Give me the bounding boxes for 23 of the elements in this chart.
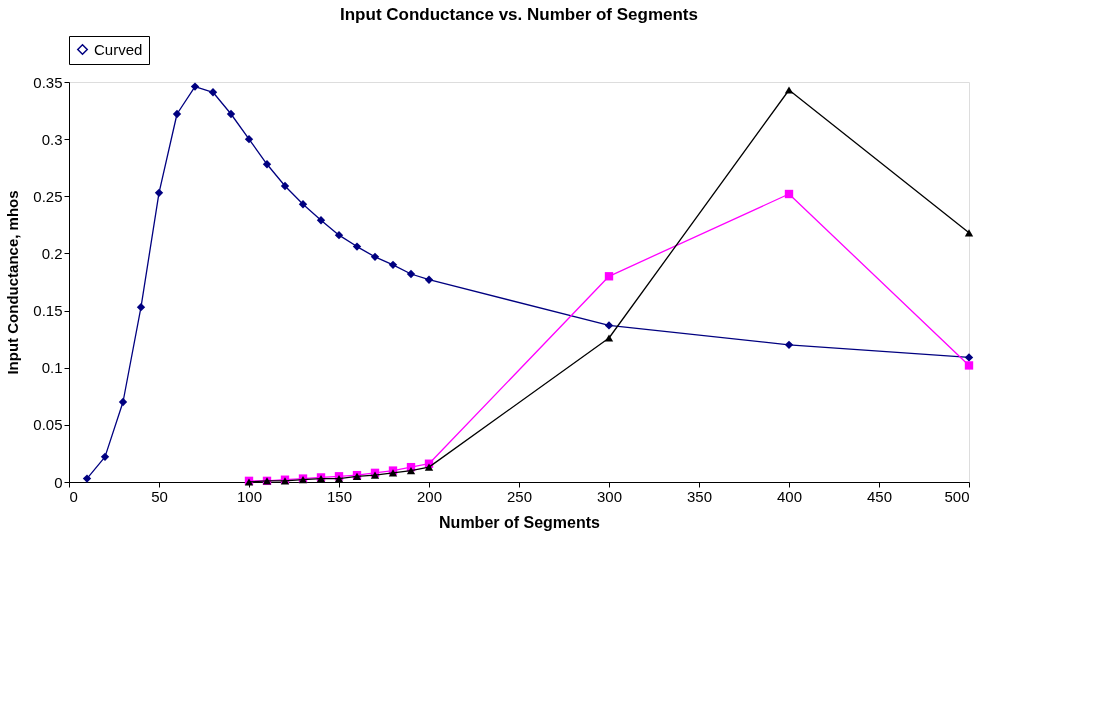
y-tick-label: 0 [54, 473, 63, 491]
x-tick-label: 50 [151, 487, 168, 505]
y-tick-label: 0.35 [33, 73, 63, 91]
y-tick-label: 0.1 [41, 359, 63, 377]
x-tick-label: 150 [326, 487, 353, 505]
x-tick-label: 400 [776, 487, 803, 505]
x-tick-label: 450 [866, 487, 893, 505]
chart-title: Input Conductance vs. Number of Segments [340, 4, 698, 24]
y-tick-label: 0.15 [33, 302, 63, 320]
x-tick-label: 250 [506, 487, 533, 505]
y-axis-title: Input Conductance, mhos [4, 190, 22, 375]
x-tick-label: 300 [596, 487, 623, 505]
x-tick-label: 0 [69, 487, 78, 505]
x-tick-label: 200 [416, 487, 443, 505]
y-tick-label: 0.2 [41, 244, 63, 262]
x-tick-label: 500 [944, 487, 970, 505]
y-tick-label: 0.05 [33, 416, 63, 434]
x-tick-label: 100 [236, 487, 263, 505]
y-tick-label: 0.25 [33, 187, 63, 205]
legend-label: Curved [94, 40, 143, 58]
y-tick-label: 0.3 [41, 130, 63, 148]
x-axis-title: Number of Segments [439, 513, 601, 531]
x-tick-label: 350 [686, 487, 713, 505]
